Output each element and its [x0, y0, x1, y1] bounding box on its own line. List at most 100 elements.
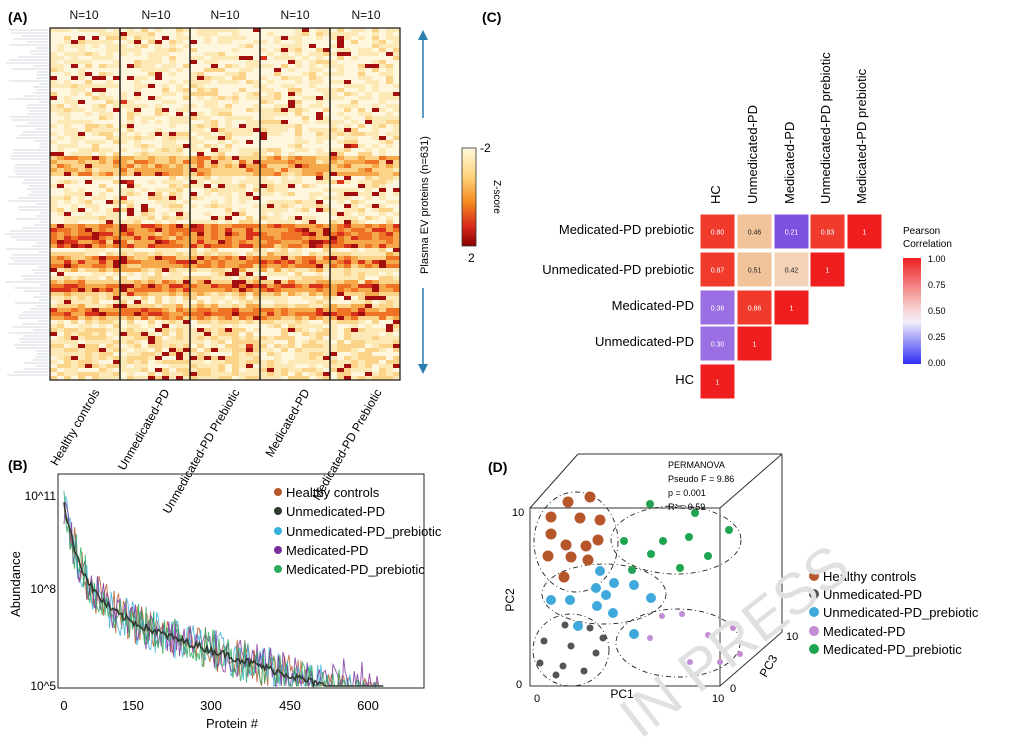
heatmap-cell [162, 68, 170, 73]
heatmap-cell [358, 100, 366, 105]
heatmap-cell [393, 200, 401, 205]
heatmap-cell [148, 148, 156, 153]
abundance-plot-frame [57, 473, 425, 689]
heatmap-cell [92, 272, 100, 277]
heatmap-cell [337, 304, 345, 309]
heatmap-cell [162, 172, 170, 177]
heatmap-cell [309, 44, 317, 49]
heatmap-cell [127, 328, 135, 333]
heatmap-cell [337, 252, 345, 257]
heatmap-cell [288, 204, 296, 209]
heatmap-cell [372, 232, 380, 237]
heatmap-cell [50, 112, 58, 117]
heatmap-cell [386, 240, 394, 245]
heatmap-cell [85, 368, 93, 373]
heatmap-cell [225, 360, 233, 365]
heatmap-cell [71, 236, 79, 241]
correlation-value: 0.46 [748, 230, 762, 237]
heatmap-cell [85, 132, 93, 137]
heatmap-cell [176, 184, 184, 189]
heatmap-cell [225, 232, 233, 237]
heatmap-cell [71, 184, 79, 189]
heatmap-cell [92, 60, 100, 65]
heatmap-cell [57, 120, 65, 125]
zscore-tick-bottom: 2 [468, 251, 475, 265]
heatmap-cell [120, 172, 128, 177]
heatmap-cell [197, 112, 205, 117]
heatmap-cell [134, 148, 142, 153]
heatmap-cell [127, 264, 135, 269]
heatmap-cell [197, 328, 205, 333]
heatmap-cell [274, 56, 282, 61]
heatmap-cell [134, 92, 142, 97]
heatmap-cell [197, 152, 205, 157]
heatmap-cell [183, 44, 191, 49]
heatmap-cell [71, 248, 79, 253]
heatmap-cell [232, 300, 240, 305]
heatmap-cell [225, 44, 233, 49]
heatmap-cell [120, 188, 128, 193]
heatmap-cell [232, 368, 240, 373]
heatmap-cell [204, 60, 212, 65]
heatmap-cell [393, 176, 401, 181]
heatmap-cell [197, 44, 205, 49]
heatmap-cell [169, 76, 177, 81]
heatmap-cell [358, 304, 366, 309]
heatmap-cell [302, 304, 310, 309]
heatmap-cell [197, 308, 205, 313]
heatmap-cell [379, 372, 387, 377]
heatmap-cell [204, 28, 212, 33]
heatmap-cell [365, 172, 373, 177]
heatmap-cell [337, 104, 345, 109]
heatmap-cell [365, 60, 373, 65]
heatmap-cell [211, 220, 219, 225]
heatmap-cell [190, 48, 198, 53]
heatmap-cell [393, 288, 401, 293]
heatmap-cell [57, 56, 65, 61]
heatmap-cell [148, 292, 156, 297]
correlation-cell [773, 251, 810, 288]
heatmap-cell [113, 352, 121, 357]
heatmap-cell [316, 312, 324, 317]
permanova-stats: PERMANOVA Pseudo F = 9.86 p = 0.001 R² =… [668, 460, 734, 512]
heatmap-cell [288, 244, 296, 249]
heatmap-cell [295, 188, 303, 193]
heatmap-cell [281, 100, 289, 105]
heatmap-cell [351, 44, 359, 49]
heatmap-cell [379, 180, 387, 185]
heatmap-cell [274, 216, 282, 221]
heatmap-cell [211, 108, 219, 113]
heatmap-cell [57, 80, 65, 85]
heatmap-cell [323, 100, 331, 105]
heatmap-cell [309, 248, 317, 253]
heatmap-cell [134, 352, 142, 357]
count-label-3: N=10 [210, 8, 239, 22]
heatmap-cell [344, 276, 352, 281]
heatmap-cell [260, 172, 268, 177]
heatmap-cell [155, 160, 163, 165]
heatmap-cell [183, 168, 191, 173]
heatmap-cell [113, 304, 121, 309]
heatmap-cell [372, 180, 380, 185]
heatmap-cell [57, 132, 65, 137]
heatmap-cell [134, 312, 142, 317]
heatmap-cell [302, 344, 310, 349]
heatmap-cell [99, 84, 107, 89]
heatmap-cell [183, 104, 191, 109]
heatmap-cell [218, 300, 226, 305]
heatmap-cell [134, 260, 142, 265]
heatmap-cell [148, 340, 156, 345]
heatmap-cell [358, 44, 366, 49]
heatmap-cell [50, 36, 58, 41]
heatmap-cell [344, 328, 352, 333]
heatmap-cell [295, 244, 303, 249]
heatmap-cell [155, 296, 163, 301]
heatmap-cell [148, 84, 156, 89]
heatmap-cell [372, 184, 380, 189]
pca-point [691, 509, 699, 517]
heatmap-cell [232, 312, 240, 317]
heatmap-cell [155, 44, 163, 49]
heatmap-cell [141, 132, 149, 137]
heatmap-cell [281, 128, 289, 133]
stats-line-2: Pseudo F = 9.86 [668, 474, 734, 484]
